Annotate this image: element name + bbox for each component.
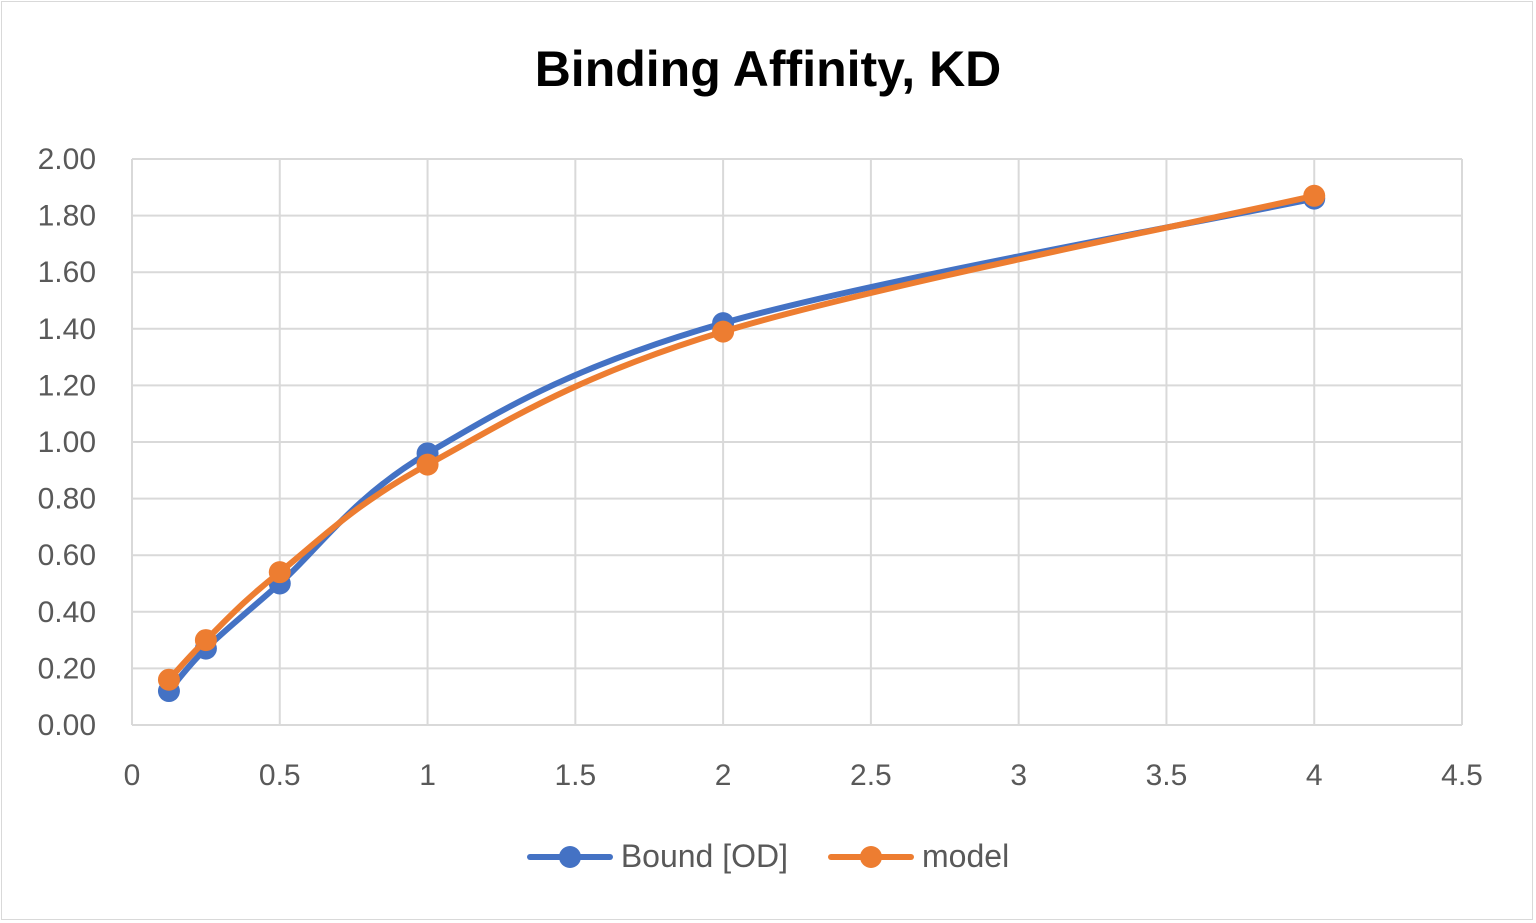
x-tick-label: 2.5: [850, 759, 892, 792]
y-tick-label: 1.80: [38, 200, 96, 233]
y-tick-label: 0.60: [38, 539, 96, 572]
data-point-marker: [157, 668, 180, 691]
x-tick-label: 0: [124, 759, 141, 792]
x-tick-label: 2: [715, 759, 732, 792]
y-tick-label: 0.20: [38, 652, 96, 685]
y-tick-label: 2.00: [38, 143, 96, 176]
x-tick-label: 1: [419, 759, 436, 792]
y-tick-label: 0.40: [38, 596, 96, 629]
data-point-marker: [194, 629, 217, 652]
legend-marker-icon: [526, 842, 613, 872]
y-tick-label: 1.60: [38, 256, 96, 289]
legend-label: Bound [OD]: [620, 838, 789, 874]
data-point-marker: [416, 453, 439, 476]
x-tick-label: 4.5: [1441, 759, 1483, 792]
legend-marker-icon: [828, 842, 915, 872]
legend-label: model: [922, 838, 1010, 874]
y-tick-label: 0.80: [38, 483, 96, 516]
y-tick-label: 1.00: [38, 426, 96, 459]
series-line-1: [165, 192, 1318, 683]
legend: Bound [OD] model: [0, 838, 1536, 875]
y-tick-label: 1.20: [38, 369, 96, 402]
legend-item-model: model: [828, 838, 1009, 875]
x-tick-label: 3.5: [1146, 759, 1188, 792]
chart-title: Binding Affinity, KD: [534, 41, 1002, 97]
data-point-marker: [712, 320, 735, 343]
series-line-0: [165, 195, 1318, 695]
y-tick-label: 0.00: [38, 709, 96, 742]
legend-item-bound: Bound [OD]: [526, 838, 789, 875]
x-tick-label: 3: [1010, 759, 1027, 792]
data-point-marker: [1303, 184, 1326, 207]
x-tick-label: 0.5: [259, 759, 301, 792]
x-tick-label: 4: [1306, 759, 1323, 792]
y-tick-label: 1.40: [38, 313, 96, 346]
data-point-marker: [268, 561, 291, 584]
x-tick-label: 1.5: [554, 759, 596, 792]
